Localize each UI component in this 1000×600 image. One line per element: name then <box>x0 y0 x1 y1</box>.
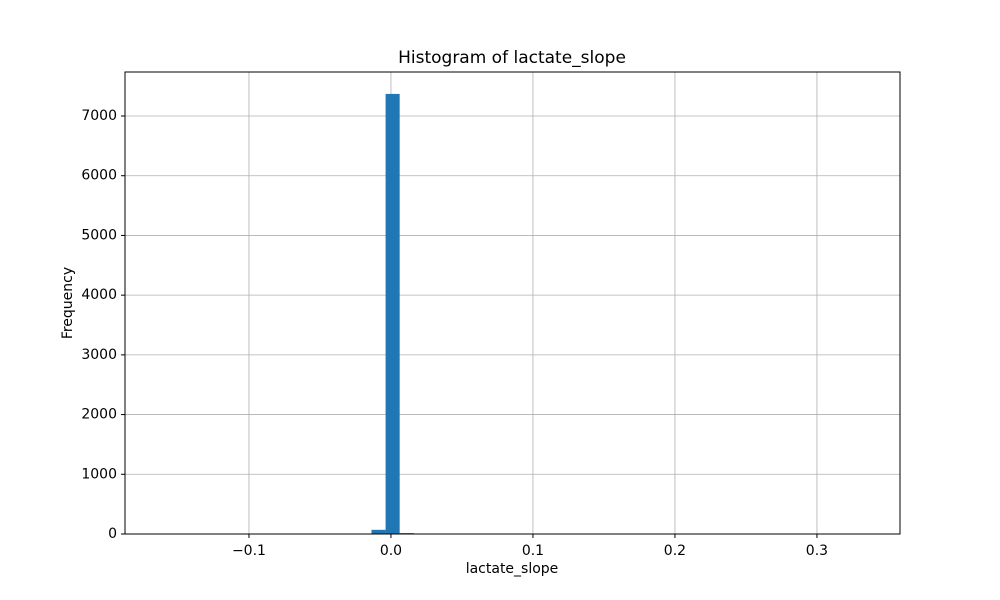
x-tick-label: 0.0 <box>380 543 402 559</box>
histogram-bar <box>385 93 400 534</box>
y-tick-label: 5000 <box>81 227 117 243</box>
x-tick-label: 0.3 <box>806 543 828 559</box>
y-tick-label: 1000 <box>81 466 117 482</box>
y-tick-label: 3000 <box>81 347 117 363</box>
x-axis-label: lactate_slope <box>466 561 559 577</box>
x-tick-label: 0.2 <box>664 543 686 559</box>
y-tick-label: 2000 <box>81 407 117 423</box>
histogram-bar <box>371 529 386 534</box>
y-tick-label: 0 <box>108 526 117 542</box>
x-tick-label: 0.1 <box>522 543 544 559</box>
chart-title: Histogram of lactate_slope <box>398 48 626 68</box>
y-tick-label: 7000 <box>81 108 117 124</box>
y-tick-label: 6000 <box>81 168 117 184</box>
y-axis-label: Frequency <box>60 267 76 339</box>
plot-frame <box>124 71 901 535</box>
y-tick-label: 4000 <box>81 287 117 303</box>
x-tick-label: −0.1 <box>232 543 266 559</box>
